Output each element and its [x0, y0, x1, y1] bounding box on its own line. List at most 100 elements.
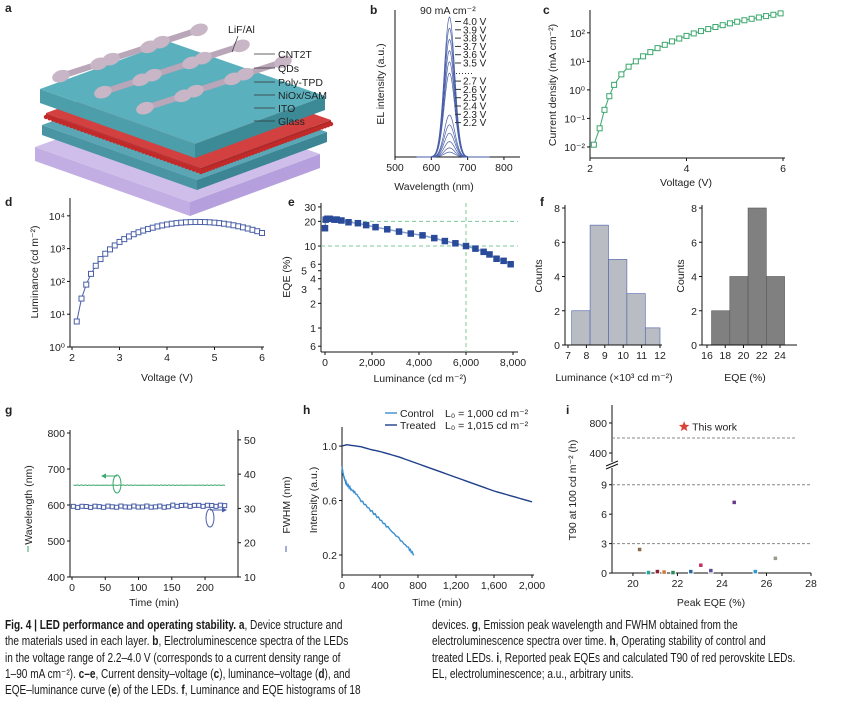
x-tick-label: 150 [163, 582, 181, 594]
x-tick-label: 2 [587, 163, 593, 175]
legend-label: 2.2 V [463, 118, 487, 129]
x-tick-label: 2,000 [519, 580, 545, 592]
panel-label-d: d [5, 195, 12, 209]
y-tick-label: 1.0 [322, 441, 337, 453]
fwhm-point [127, 504, 133, 510]
data-point [777, 10, 784, 17]
x-tick-label: 9 [602, 350, 608, 362]
x-tick-label: 5 [212, 352, 218, 364]
x-tick-label: 28 [805, 578, 817, 590]
data-point [107, 246, 113, 253]
y-tick-label: 10 [244, 572, 256, 584]
x-axis-label: Peak EQE (%) [677, 597, 745, 609]
histogram-bar [626, 293, 646, 346]
y-tick-label: 10⁻² [564, 142, 585, 154]
qd-dot [101, 135, 106, 140]
data-point [372, 223, 379, 231]
data-point [480, 248, 487, 256]
fwhm-axis-indicator [205, 508, 215, 528]
y-tick-label: 10¹ [570, 56, 586, 68]
y-tick-label: 6 [310, 341, 316, 353]
leader-line [231, 35, 239, 53]
data-point [596, 125, 603, 132]
legend-label: 2.5 V [463, 93, 487, 104]
fwhm-point [135, 504, 141, 510]
lif-al-electrode [152, 23, 208, 49]
slab-front [40, 89, 195, 158]
x-tick-label: 4,000 [406, 357, 432, 369]
lif-al-electrode [94, 73, 150, 99]
x-tick-label: 12 [654, 350, 666, 362]
qd-dot [130, 145, 135, 150]
fwhm-point [144, 503, 150, 509]
panel-h-stability: 0 400 800 1,200 1,600 2,000 0.2 0.6 1.0 Control L₀… [308, 408, 545, 609]
y-tick-label: 2 [310, 298, 316, 310]
caption-left-column: Fig. 4 | LED performance and operating s… [5, 617, 450, 698]
qd-dot [79, 127, 85, 132]
series-control [341, 466, 415, 556]
x-tick-label: 400 [371, 580, 389, 592]
caption-line: EQE–luminance curve (e) of the LEDs. f, … [5, 682, 361, 698]
fwhm-point [88, 504, 94, 510]
data-point [748, 15, 755, 22]
qd-dot [76, 126, 81, 131]
data-point [362, 221, 370, 229]
x-tick-label: 100 [130, 582, 148, 594]
data-point [741, 17, 748, 24]
x-axis-label: EQE (%) [724, 372, 765, 384]
caption-segment: treated LEDs. [432, 650, 497, 665]
caption-segment: in the voltage range of 2.2–4.0 V (corre… [5, 650, 341, 665]
qd-dot [51, 117, 56, 122]
caption-segment: devices. [432, 618, 472, 632]
x-tick-label: 500 [386, 162, 404, 174]
y-tick-label: 6 [691, 237, 697, 249]
qd-dot [328, 121, 334, 127]
electrode-pad [190, 23, 208, 37]
electrode-pad [102, 52, 120, 66]
y-tick-label: 0.6 [322, 496, 337, 508]
series-line [593, 12, 781, 145]
qd-dot [151, 153, 157, 158]
y-tick-label: 700 [47, 464, 65, 476]
caption-bold-segment: g [471, 618, 478, 632]
data-point [354, 219, 362, 227]
x-tick-label: 50 [99, 582, 111, 594]
data-point [452, 240, 459, 247]
fwhm-point [92, 503, 98, 509]
panel-label-e: e [288, 195, 295, 209]
data-point [683, 32, 690, 39]
caption-segment: , Device structure and [244, 618, 343, 632]
data-point [618, 71, 625, 78]
x-tick-label: 0 [322, 357, 328, 369]
y-tick-label: 6 [601, 509, 607, 521]
fwhm-point [101, 504, 107, 510]
caption-segment: , Reported peak EQEs and calculated T90 … [499, 650, 796, 665]
qd-dot [83, 128, 88, 134]
caption-bold-segment: b [152, 634, 159, 649]
y-axis-label: EQE (%) [281, 256, 293, 297]
y-axis-label-left: Wavelength (nm) [23, 465, 35, 545]
y-tick-label: 10⁰ [49, 342, 66, 354]
qd-dot [198, 169, 204, 175]
x-tick-label: 24 [716, 578, 728, 590]
fwhm-point [200, 503, 206, 509]
y-tick-label: 5 [301, 266, 307, 278]
x-tick-label: 2 [69, 352, 75, 364]
qd-dot [47, 116, 52, 121]
fwhm-point [96, 504, 102, 510]
histogram-bar [729, 276, 749, 346]
y-tick-label: 2 [554, 306, 560, 318]
data-point [384, 226, 391, 233]
fwhm-point [204, 502, 210, 508]
fwhm-point [187, 503, 193, 509]
y-tick-label: 10⁰ [569, 85, 586, 97]
y-tick-label: 10² [50, 276, 66, 288]
panel-label-f: f [540, 195, 545, 209]
electrode-pad [236, 67, 254, 81]
fwhm-point [114, 504, 120, 510]
data-point [676, 35, 683, 42]
electrode-pad [94, 85, 112, 99]
qd-dot [126, 144, 132, 149]
x-tick-label: 20 [627, 578, 639, 590]
x-tick-label: 600 [423, 162, 441, 174]
